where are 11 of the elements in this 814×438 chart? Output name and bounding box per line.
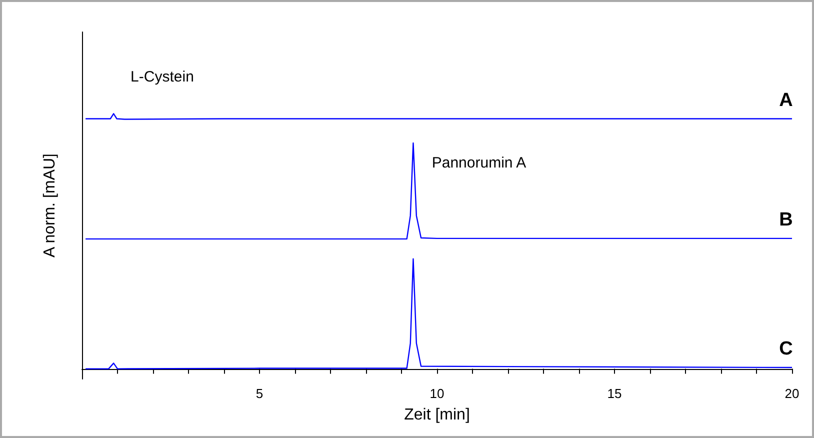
text: L-Cystein xyxy=(130,68,194,86)
series-label: B xyxy=(779,209,793,230)
series-label: A xyxy=(779,90,794,111)
x-tick-label: 5 xyxy=(256,386,264,401)
x-tick-label: 15 xyxy=(607,386,622,401)
series-label: C xyxy=(779,338,794,360)
annotation: Pannorumin A xyxy=(432,154,526,172)
x-tick-label: 20 xyxy=(784,386,800,401)
x-tick-label: 10 xyxy=(430,386,444,401)
y-axis-title: A norm. [mAU] xyxy=(42,153,58,258)
x-axis-title: Zeit [min] xyxy=(404,406,470,424)
